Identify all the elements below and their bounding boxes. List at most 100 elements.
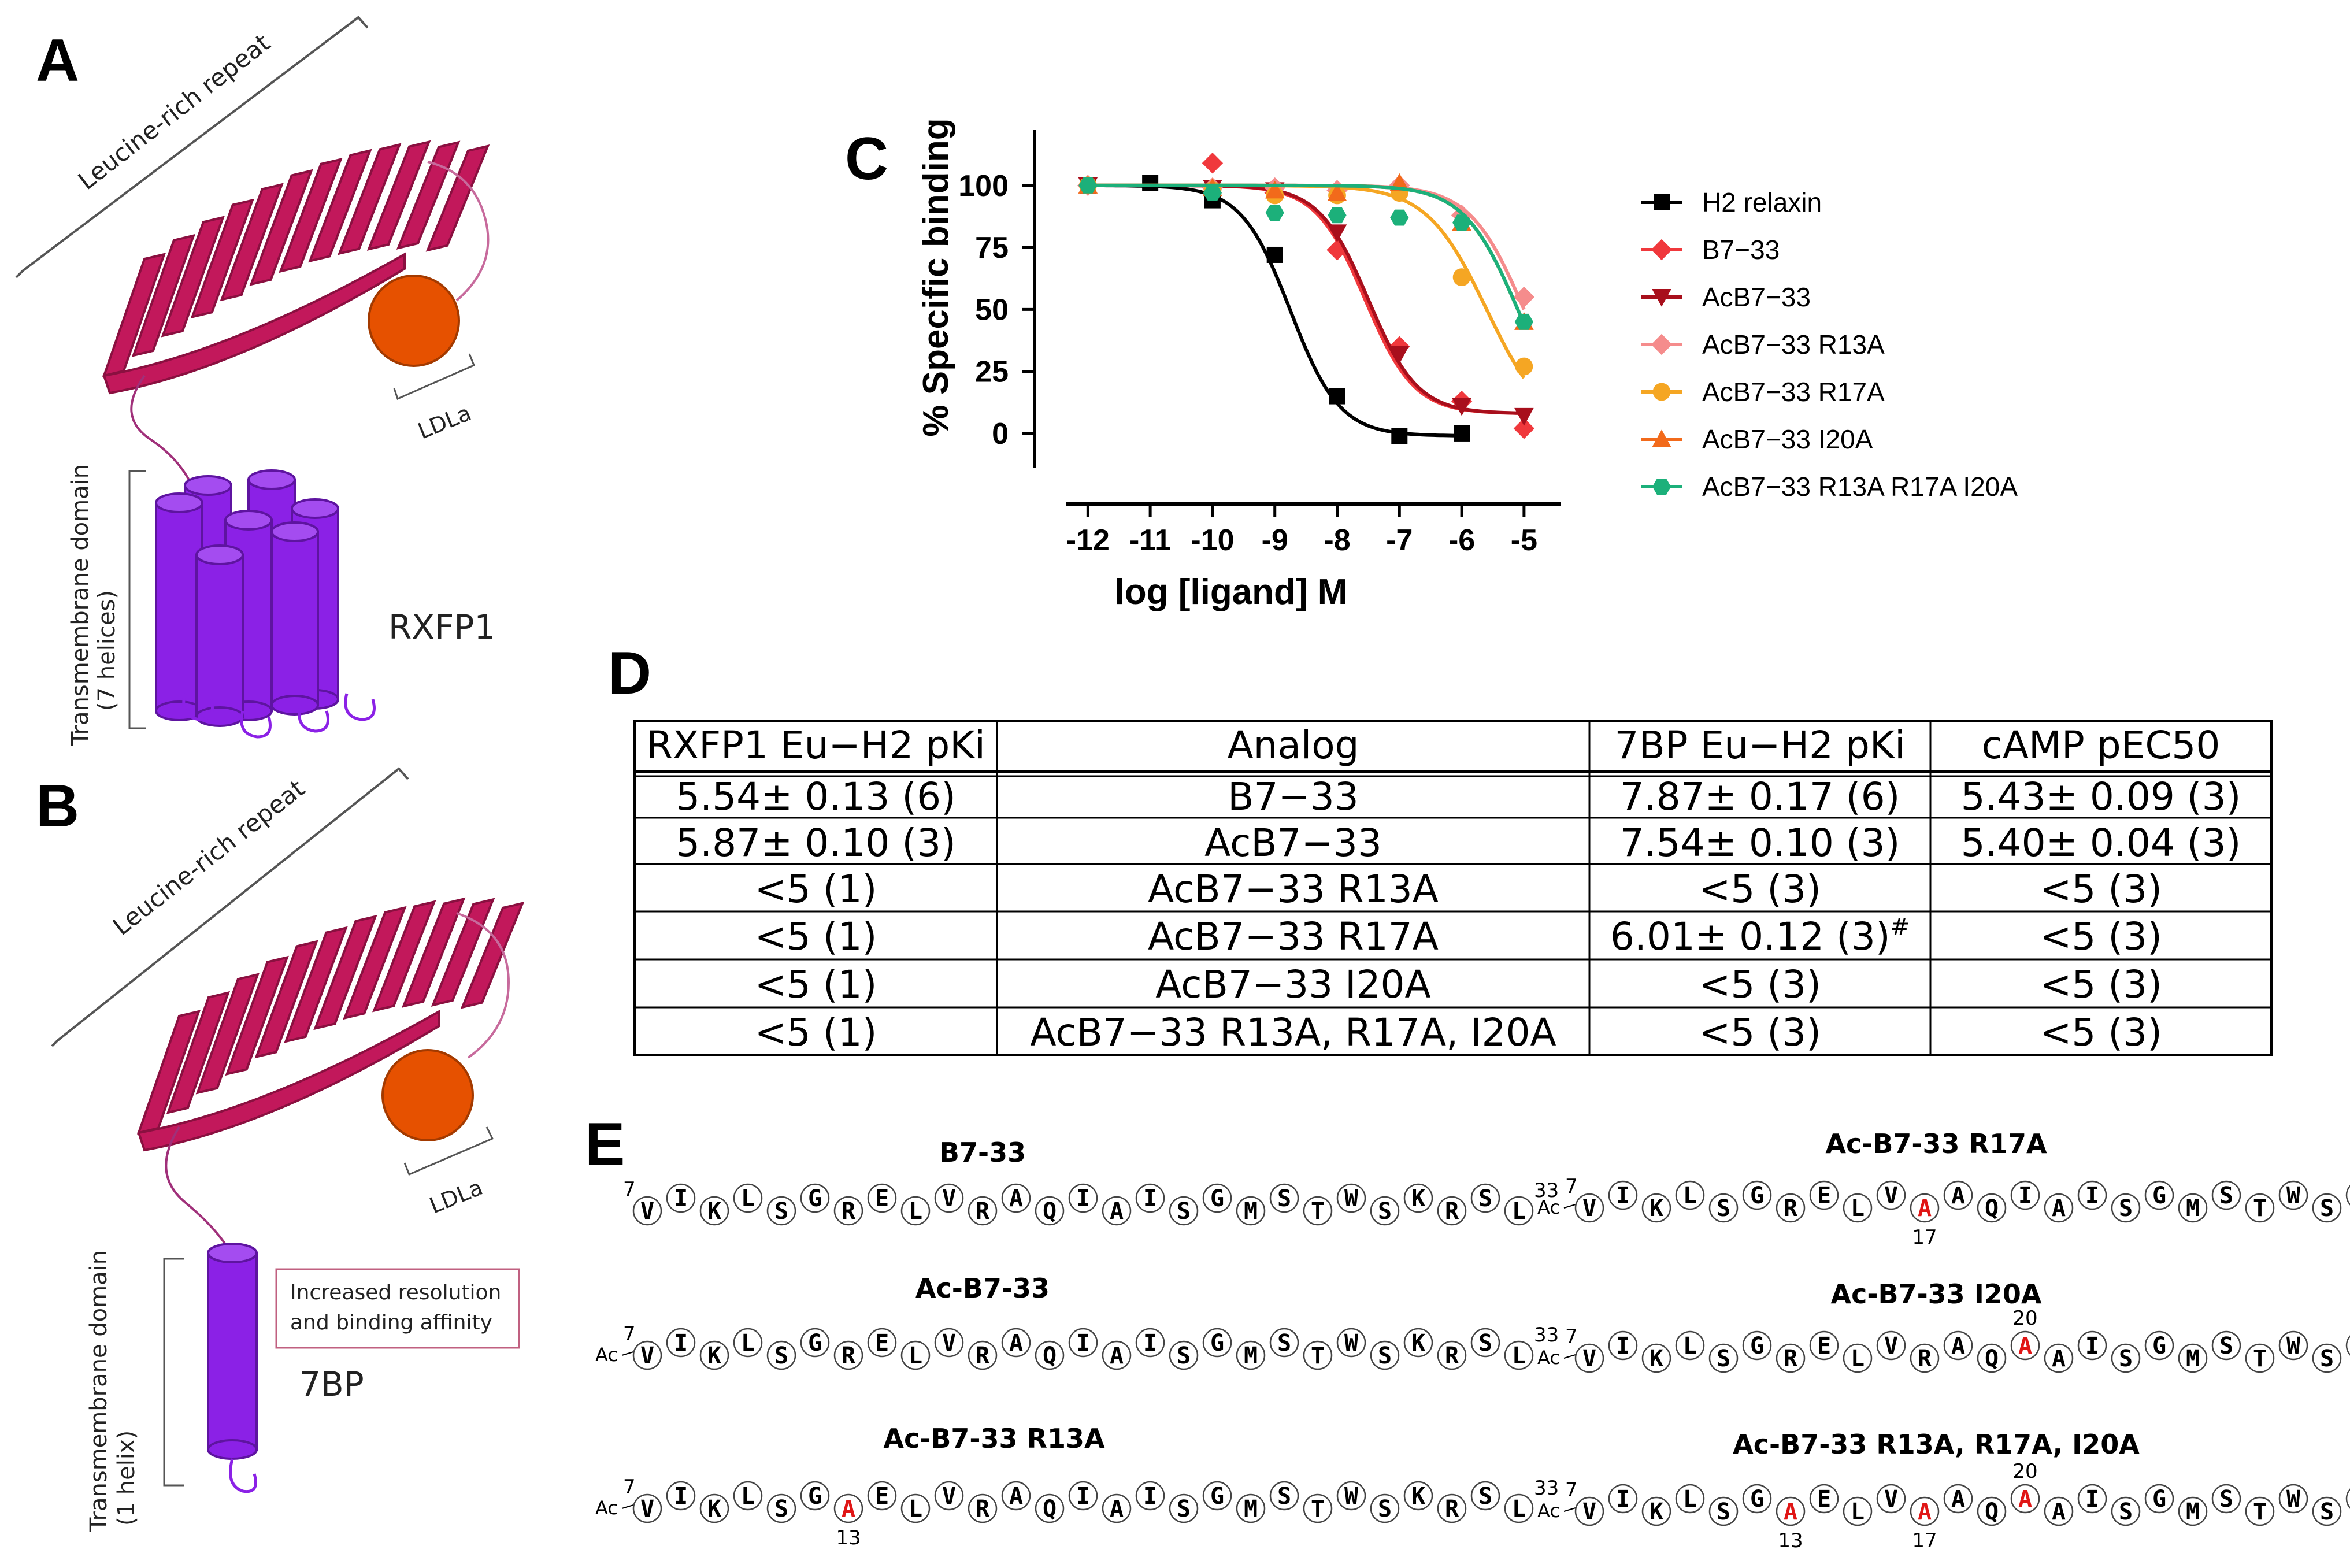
position-label: 20 [2012,1460,2037,1483]
table-cell: 7.54± 0.10 (3) [1620,821,1900,865]
residue: Q [1043,1343,1057,1369]
mutated-residue: A [2018,1486,2032,1513]
residue: S [1717,1345,1730,1372]
lrr-bracket [51,767,409,1047]
residue: S [1478,1185,1492,1212]
ldla-linker [427,161,490,302]
series [1077,153,1535,439]
residue: I [1076,1330,1090,1356]
acetyl-label: Ac [595,1344,618,1366]
residue-circle [2345,1185,2350,1206]
residue: R [976,1343,990,1369]
panel-a: A Leucine-rich repeat LDLa Transmembrane… [15,16,495,746]
residue-circle [1641,1343,1671,1373]
residue-circle [1742,1484,1772,1514]
residue-circle [1574,1193,1604,1223]
residue-circle [1809,1330,1839,1361]
residue: K [1411,1483,1425,1510]
residue: I [674,1483,688,1510]
start-number: 7 [1565,1175,1578,1198]
residue-circle [1102,1340,1132,1370]
residue: V [640,1343,654,1369]
lrr-domain [102,140,490,395]
residue: Q [1043,1496,1057,1522]
residue-circle [1470,1328,1500,1358]
ldla-linker [456,912,510,1059]
acetyl-label: Ac [595,1497,618,1519]
residue: A [1009,1483,1023,1510]
residue: K [707,1343,721,1369]
lrr-bracket [15,16,369,279]
residue-circle [1943,1484,1973,1514]
sequence-title: Ac-B7-33 I20A [1831,1278,2042,1310]
residue: V [640,1198,654,1225]
y-tick-label: 75 [975,231,1009,265]
residue: S [774,1343,788,1369]
y-tick-label: 0 [992,417,1009,451]
residue-circle [2111,1193,2141,1223]
table-cell: 5.87± 0.10 (3) [676,821,956,865]
residue: S [1717,1195,1730,1222]
data-point [1142,175,1159,191]
residue-circle [2144,1484,2174,1514]
end-number: 33 [1534,1477,1559,1500]
residue: L [1512,1496,1526,1522]
residue-circle [900,1493,931,1523]
tm-label: Transmembrane domain [67,464,94,746]
residue: I [1616,1486,1630,1513]
table-cell: B7−33 [1228,774,1359,819]
acetyl-bond [621,1504,634,1509]
residue-circle [2245,1496,2275,1526]
lrr-blade [308,149,372,263]
residue-circle [1403,1183,1433,1213]
helix-body [195,554,244,718]
residue-circle [1236,1196,1266,1226]
residue: G [1750,1183,1764,1209]
residue-circle [699,1340,729,1370]
tm-sublabel: (1 helix) [113,1430,140,1526]
start-number: 7 [1565,1325,1578,1348]
residue: G [2152,1333,2166,1359]
lrr-label: Leucine-rich repeat [108,774,310,941]
legend-marker [1651,239,1673,261]
ldla-label: LDLa [426,1174,486,1218]
residue-circle [2178,1193,2208,1223]
residue: G [1210,1483,1224,1510]
table-cell: 5.54± 0.13 (6) [676,774,956,819]
residue: V [1884,1183,1898,1209]
residue: S [2320,1499,2334,1525]
residue-circle [1236,1340,1266,1370]
ldla-domain [368,275,460,367]
residue-circle [867,1183,897,1213]
residue-circle [666,1183,696,1213]
helix-body [270,531,319,706]
mutated-residue: A [1918,1499,1932,1525]
residue: S [2219,1183,2233,1209]
helix-bottom [207,1439,258,1460]
residue: T [2253,1499,2267,1525]
helix-loop [240,710,272,739]
residue-circle [934,1183,964,1213]
residue-circle [1675,1484,1705,1514]
data-point [1265,205,1284,221]
residue-circle [1943,1330,1973,1361]
table-cell: AcB7−33 I20A [1155,962,1430,1007]
residue: A [2052,1499,2066,1525]
helix-loop [182,693,214,721]
residue-circle [699,1493,729,1523]
lrr-blade [372,900,436,1013]
residue: L [909,1496,922,1522]
residue-circle [2211,1180,2241,1210]
residue-circle [934,1328,964,1358]
data-point [1202,153,1224,174]
residue-circle [1437,1340,1467,1370]
residue: I [1616,1333,1630,1359]
data-point [1266,246,1283,263]
residue: G [808,1330,822,1356]
helix-top [184,475,232,496]
legend-label: AcB7−33 R17A [1702,377,1885,407]
y-tick-label: 100 [958,169,1009,203]
